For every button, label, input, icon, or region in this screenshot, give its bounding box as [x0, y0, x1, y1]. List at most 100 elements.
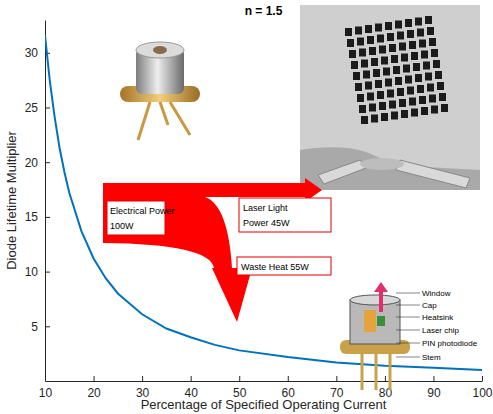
heatsink-fin — [375, 80, 382, 88]
heatsink-fin — [391, 112, 398, 120]
illustrations — [103, 5, 480, 390]
heatsink-fin — [389, 44, 396, 52]
schematic-leader — [396, 343, 420, 344]
heatsink-fin — [411, 52, 418, 60]
heatsink-fin — [359, 49, 366, 57]
y-tick-mark — [45, 272, 50, 273]
heatsink-fin — [423, 62, 430, 70]
y-tick-mark — [45, 217, 50, 218]
heatsink-fin — [399, 43, 406, 51]
schematic-label: Stem — [422, 353, 441, 362]
x-tick-mark — [336, 376, 337, 381]
x-axis: 102030405060708090100 — [39, 376, 493, 400]
heatsink-fin — [409, 98, 416, 106]
heatsink-fin — [419, 40, 426, 48]
heatsink-photo — [300, 5, 480, 190]
y-axis: 51015202530 — [25, 21, 50, 382]
heatsink-fin — [365, 82, 372, 90]
heatsink-fin — [411, 109, 418, 117]
heatsink-fin — [367, 93, 374, 101]
heatsink-fin — [357, 94, 364, 102]
annotation-box — [237, 257, 331, 275]
heatsink-fin — [415, 74, 422, 82]
annotation: Waste Heat 55W — [241, 262, 309, 272]
schematic-label: Laser chip — [422, 326, 459, 335]
diode-photo — [120, 42, 200, 140]
heatsink-fin — [381, 113, 388, 121]
heatsink-fin — [367, 36, 374, 44]
annotation: Electrical Power — [110, 206, 175, 216]
schematic-label: Heatsink — [422, 313, 454, 322]
heatsink-fin — [419, 96, 426, 104]
heatsink-fin — [381, 57, 388, 65]
schematic-label: Window — [422, 289, 451, 298]
heatsink-fin — [375, 24, 382, 32]
x-tick-mark — [385, 376, 386, 381]
x-tick-mark — [191, 376, 192, 381]
heatsink-fin — [377, 91, 384, 99]
heatsink-fin — [369, 104, 376, 112]
heatsink-fin — [355, 83, 362, 91]
x-axis-line — [46, 381, 483, 382]
heatsink-fin — [427, 27, 434, 35]
heatsink-fin — [397, 88, 404, 96]
diode-pin — [138, 102, 150, 140]
annotation: Laser Light — [243, 203, 288, 213]
y-axis-line — [45, 21, 46, 382]
y-tick-mark — [45, 108, 50, 109]
schematic-leader — [396, 330, 420, 331]
heatsink-fin — [345, 28, 352, 36]
schematic-pin — [389, 354, 392, 390]
schematic-chip — [377, 316, 385, 326]
heatsink-fin — [347, 39, 354, 47]
annotation: 100W — [110, 221, 134, 231]
heatsink-fin — [361, 116, 368, 124]
heatsink-fin — [389, 101, 396, 109]
heatsink-fin — [433, 60, 440, 68]
x-tick-label: 100 — [472, 386, 492, 400]
chart-title: n = 1.5 — [245, 4, 283, 18]
heatsink-fin — [365, 25, 372, 33]
paste — [360, 158, 404, 170]
y-tick-label: 25 — [25, 101, 39, 115]
heatsink-fin — [405, 76, 412, 84]
heatsink-fin — [371, 58, 378, 66]
heatsink-fin — [385, 79, 392, 87]
heatsink-fin — [373, 69, 380, 77]
heatsink-fin — [425, 16, 432, 24]
heatsink-fin — [431, 49, 438, 57]
y-tick: 15 — [25, 210, 50, 224]
photo-table — [300, 147, 480, 190]
heatsink-fin — [379, 46, 386, 54]
heatsink-fin — [371, 115, 378, 123]
heatsink-fin — [417, 85, 424, 93]
heatsink-fin — [417, 29, 424, 37]
heatsink-fin — [387, 33, 394, 41]
heatsink-fin — [361, 60, 368, 68]
heatsink-fin — [395, 21, 402, 29]
heatsink-fin — [429, 95, 436, 103]
heatsink-fin — [441, 104, 448, 112]
y-tick-label: 20 — [25, 156, 39, 170]
chart: 10203040506070809010051015202530n = 1.5P… — [0, 0, 493, 414]
heatsink-fin — [363, 71, 370, 79]
heatsink-fin — [425, 73, 432, 81]
x-tick: 90 — [427, 376, 441, 400]
schematic-leader — [396, 317, 420, 318]
x-tick: 40 — [184, 376, 198, 400]
annotation: Power 45W — [243, 218, 290, 228]
heatsink-fin — [401, 110, 408, 118]
heatsink-fin — [427, 84, 434, 92]
heatsink-fin — [399, 99, 406, 107]
y-tick-label: 10 — [25, 265, 39, 279]
annotation-box — [239, 198, 331, 232]
x-tick: 50 — [233, 376, 247, 400]
x-tick: 20 — [87, 376, 101, 400]
heatsink-fin — [353, 72, 360, 80]
heatsink-fin — [383, 68, 390, 76]
diode-schematic — [340, 282, 420, 390]
x-tick-label: 20 — [87, 386, 101, 400]
heatsink-fin — [421, 107, 428, 115]
heatsink-fin — [379, 102, 386, 110]
schematic-pin — [375, 354, 378, 390]
